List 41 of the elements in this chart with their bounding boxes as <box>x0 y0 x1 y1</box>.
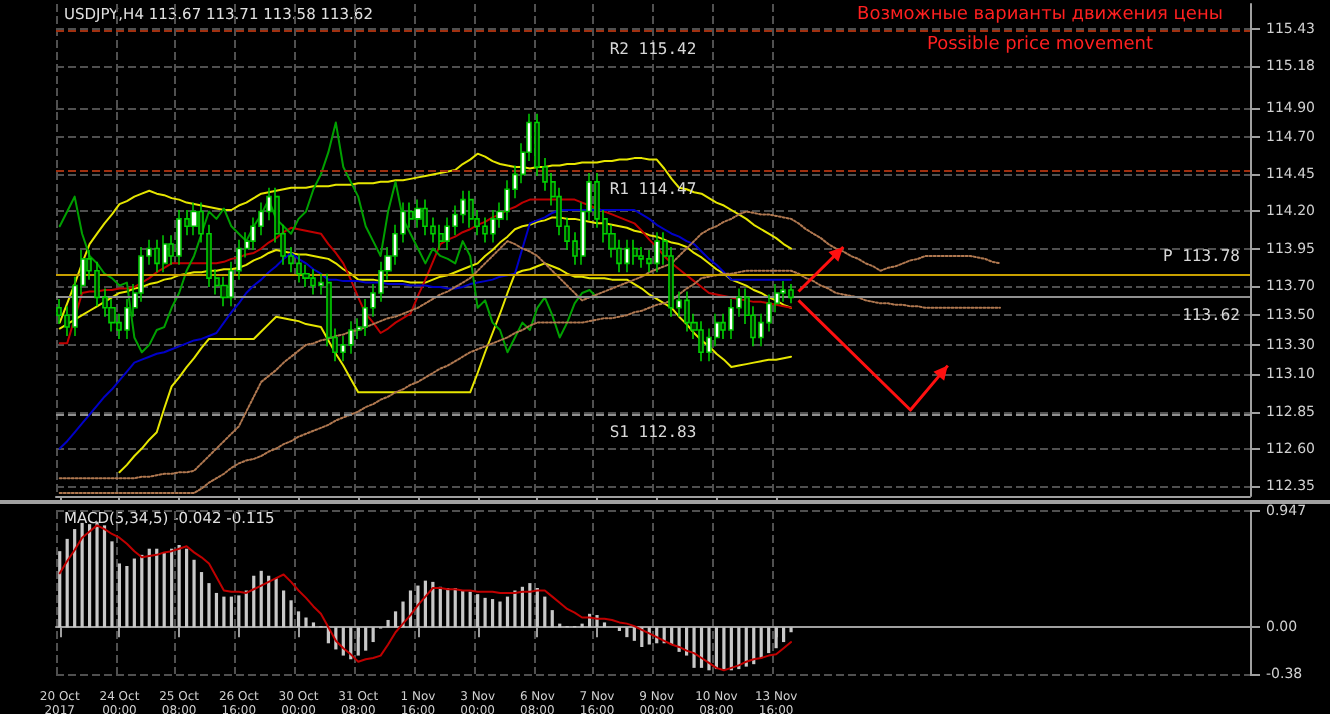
candlestick <box>414 198 422 229</box>
candlestick <box>176 209 182 266</box>
ref-line-label: R1 114.47 <box>609 180 697 199</box>
line-series <box>58 524 793 672</box>
candlestick <box>422 198 428 236</box>
candlestick <box>788 283 794 305</box>
candlestick <box>720 312 726 340</box>
candlestick <box>168 234 174 266</box>
annotation: Возможные варианты движения цены <box>857 5 1223 25</box>
candlestick <box>482 216 488 244</box>
annotation: Possible price movement <box>926 35 1154 55</box>
candlestick <box>684 290 690 333</box>
candlestick <box>646 249 652 274</box>
candlestick <box>638 246 644 269</box>
ref-line-label: S1 112.83 <box>609 423 697 442</box>
line-series <box>58 152 793 324</box>
line-series <box>118 262 793 474</box>
line-series <box>58 269 1002 495</box>
candlestick <box>624 238 630 274</box>
candlestick <box>64 305 70 337</box>
line-series <box>58 121 599 354</box>
candlestick <box>490 209 496 244</box>
candlestick <box>154 238 160 274</box>
candlestick <box>698 320 704 362</box>
ref-line-label: P 113.78 <box>1162 246 1241 265</box>
candlestick <box>190 201 198 236</box>
ref-line-label: R2 115.42 <box>609 39 697 58</box>
ref-line-label: 113.62 <box>1182 306 1241 325</box>
candlestick <box>438 224 444 251</box>
candlestick <box>676 290 682 318</box>
candlestick <box>296 253 302 284</box>
candlestick <box>632 238 638 266</box>
candlestick <box>348 320 354 355</box>
candlestick <box>184 209 190 236</box>
candlestick <box>408 201 414 229</box>
candlestick <box>468 189 474 229</box>
candlestick <box>162 234 168 274</box>
candlestick <box>220 275 228 308</box>
candlestick <box>310 268 316 296</box>
candlestick <box>318 272 324 296</box>
candlestick <box>654 231 660 274</box>
